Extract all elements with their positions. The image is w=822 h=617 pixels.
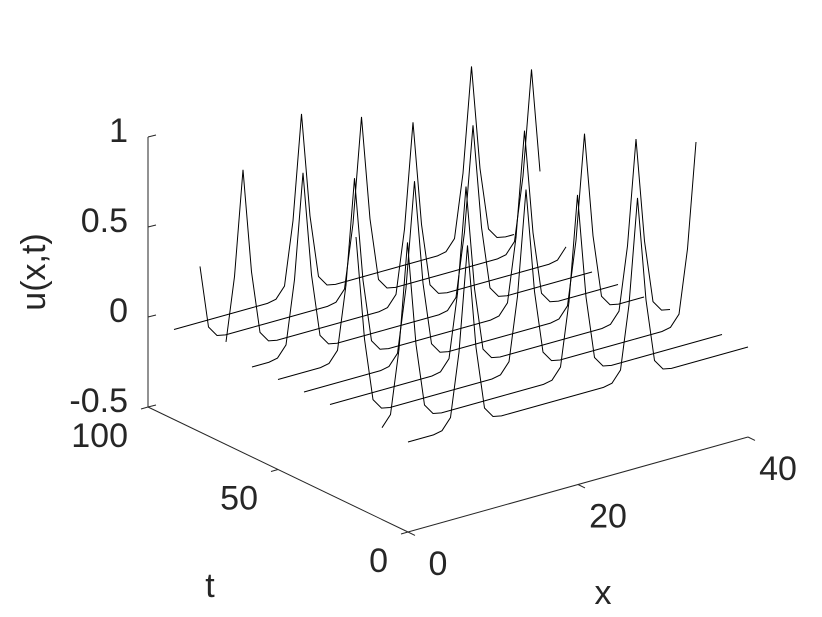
z-tick [147,314,157,318]
waterfall-line [277,130,619,380]
waterfall-line [199,69,541,336]
x-tick-label: 0 [429,545,448,583]
z-tick-label: 0 [109,292,128,330]
z-axis-label: u(x,t) [15,233,53,310]
x-tick-label: 40 [759,450,797,488]
waterfall-line [303,133,645,393]
waterfall-line [355,141,697,409]
x-axis-label: x [595,574,612,612]
t-tick [270,469,279,472]
waterfall-line [329,138,671,405]
t-tick [400,531,409,535]
waterfall-line [381,194,723,428]
x-tick [747,436,756,441]
z-tick-label: 1 [109,112,128,150]
t-tick-label: 100 [71,417,128,455]
t-tick-label: 0 [369,542,388,580]
waterfall-line [407,197,749,443]
z-tick [147,404,157,408]
waterfall-line [251,125,593,368]
z-tick [147,134,157,138]
z-tick-label: -0.5 [69,382,128,420]
z-tick [147,224,157,228]
z-tick-label: 0.5 [81,202,128,240]
waterfall-line [225,122,567,342]
waterfall-line [173,66,515,330]
t-tick-label: 50 [220,479,258,517]
x-tick [407,531,416,536]
t-axis-label: t [205,567,215,605]
x-tick-label: 20 [589,497,627,535]
t-tick [140,406,149,410]
x-tick [577,484,586,489]
